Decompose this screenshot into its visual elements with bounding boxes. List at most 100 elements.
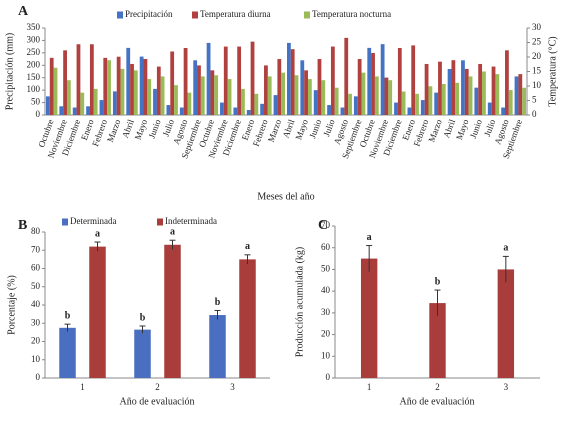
bar bbox=[407, 107, 412, 115]
bar bbox=[99, 100, 104, 115]
bar bbox=[134, 329, 151, 378]
bar bbox=[441, 83, 446, 115]
bar bbox=[130, 63, 134, 115]
bar bbox=[353, 96, 358, 115]
y-tick-label: 50 bbox=[321, 263, 331, 273]
bar bbox=[411, 45, 416, 115]
legend-swatch bbox=[304, 11, 310, 19]
x-tick-label: 3 bbox=[230, 382, 235, 392]
y-tick-label: 60 bbox=[321, 242, 331, 252]
bar bbox=[380, 44, 385, 115]
bar bbox=[522, 87, 526, 115]
y-axis-title: Porcentaje (%) bbox=[6, 275, 17, 335]
bar bbox=[424, 63, 429, 115]
significance-letter: b bbox=[435, 276, 441, 287]
x-tick-label: 2 bbox=[435, 382, 440, 392]
bar bbox=[254, 93, 259, 115]
bar bbox=[53, 67, 58, 115]
bar bbox=[277, 59, 282, 115]
bar bbox=[197, 65, 201, 115]
bar bbox=[367, 47, 372, 116]
bar bbox=[468, 76, 473, 115]
significance-letter: b bbox=[65, 310, 71, 321]
bar bbox=[394, 102, 398, 115]
bar bbox=[220, 102, 224, 115]
bar bbox=[237, 46, 242, 116]
y-axis-title: Producción acumulada (kg) bbox=[294, 247, 305, 358]
y-tick-label: 50 bbox=[31, 97, 41, 107]
y2-tick-label: 30 bbox=[532, 22, 542, 32]
significance-letter: b bbox=[215, 297, 221, 308]
bar bbox=[307, 79, 312, 115]
x-tick-label: 3 bbox=[504, 382, 509, 392]
bar bbox=[267, 76, 272, 115]
bar bbox=[143, 59, 148, 115]
bar bbox=[294, 75, 299, 115]
panel-label: C bbox=[318, 218, 328, 233]
bar bbox=[348, 93, 352, 115]
bar bbox=[428, 86, 433, 115]
bar bbox=[273, 95, 278, 115]
y2-tick-label: 25 bbox=[532, 37, 542, 47]
bar bbox=[384, 77, 389, 115]
legend-label: Precipitación bbox=[125, 9, 173, 19]
bar bbox=[260, 103, 265, 115]
bar bbox=[107, 60, 111, 115]
x-tick-label: Junio bbox=[147, 118, 163, 140]
bar bbox=[344, 37, 349, 115]
bar bbox=[264, 65, 268, 115]
bar bbox=[223, 46, 228, 116]
y-tick-label: 100 bbox=[27, 84, 41, 94]
bar bbox=[313, 90, 318, 115]
bar bbox=[420, 100, 425, 115]
y-tick-label: 70 bbox=[321, 220, 331, 230]
bar bbox=[497, 269, 515, 378]
bar bbox=[487, 102, 492, 115]
y-tick-label: 30 bbox=[31, 317, 41, 327]
bar bbox=[93, 88, 98, 115]
bar bbox=[327, 105, 331, 115]
bar bbox=[508, 90, 513, 115]
y-tick-label: 150 bbox=[27, 72, 41, 82]
bar bbox=[46, 96, 50, 115]
bar bbox=[170, 51, 175, 115]
bar bbox=[49, 57, 54, 115]
x-axis-title: Año de evaluación bbox=[120, 396, 195, 407]
bar bbox=[281, 72, 285, 115]
legend-swatch bbox=[117, 11, 123, 19]
bar bbox=[361, 72, 366, 115]
legend-swatch bbox=[192, 11, 198, 19]
y-axis-title: Precipitación (mm) bbox=[4, 33, 15, 110]
bar bbox=[112, 91, 117, 115]
y-tick-label: 70 bbox=[31, 244, 41, 254]
bar bbox=[250, 41, 255, 115]
legend-label: Indeterminada bbox=[165, 216, 217, 226]
bar bbox=[187, 92, 192, 115]
y2-tick-label: 15 bbox=[532, 66, 542, 76]
bar bbox=[300, 60, 305, 115]
x-tick-label: Mayo bbox=[133, 118, 150, 142]
bar bbox=[103, 57, 108, 115]
bar bbox=[429, 303, 446, 378]
bar bbox=[482, 71, 486, 115]
bar bbox=[160, 76, 165, 115]
bar bbox=[183, 48, 188, 116]
bar bbox=[86, 106, 90, 115]
bar bbox=[451, 60, 456, 115]
x-tick-label: Mayo bbox=[293, 118, 310, 142]
bar bbox=[415, 93, 419, 115]
y-tick-label: 20 bbox=[31, 336, 41, 346]
bar bbox=[116, 56, 121, 115]
bar bbox=[304, 70, 308, 115]
bar bbox=[434, 92, 439, 115]
significance-letter: a bbox=[503, 243, 508, 254]
bar bbox=[287, 42, 291, 115]
bar bbox=[357, 59, 362, 115]
x-axis-title: Año de evaluación bbox=[400, 396, 475, 407]
bar bbox=[89, 246, 106, 378]
bar bbox=[388, 80, 393, 115]
bar bbox=[239, 259, 256, 378]
bar bbox=[360, 258, 378, 378]
bar bbox=[139, 56, 144, 115]
